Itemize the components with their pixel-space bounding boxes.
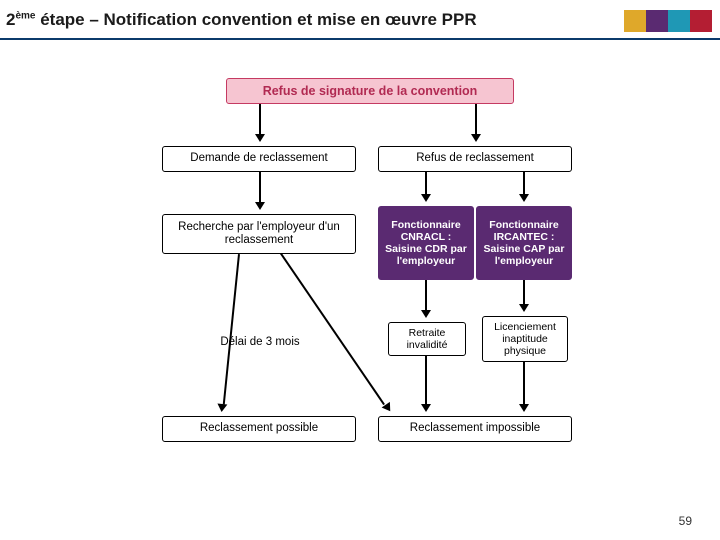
title-super: ème <box>15 10 35 21</box>
arrow <box>523 362 525 406</box>
node-refus_recl: Refus de reclassement <box>378 146 572 172</box>
arrow <box>259 104 261 136</box>
page-number: 59 <box>679 514 692 528</box>
arrow-head <box>471 134 481 142</box>
node-recl_poss: Reclassement possible <box>162 416 356 442</box>
arrow-head <box>255 202 265 210</box>
node-refus_sign: Refus de signature de la convention <box>226 78 514 104</box>
arrow-head <box>421 194 431 202</box>
arrow-head <box>421 404 431 412</box>
title-underline <box>0 38 720 40</box>
arrow <box>425 356 427 406</box>
accent-square-3 <box>690 10 712 32</box>
arrow-head <box>255 134 265 142</box>
arrow <box>425 280 427 312</box>
node-licenc: Licenciement inaptitude physique <box>482 316 568 362</box>
node-retraite: Retraite invalidité <box>388 322 466 356</box>
node-ircantec: Fonctionnaire IRCANTEC : Saisine CAP par… <box>476 206 572 280</box>
arrow <box>259 172 261 204</box>
node-dem_recl: Demande de reclassement <box>162 146 356 172</box>
accent-square-2 <box>668 10 690 32</box>
arrow <box>425 172 427 196</box>
arrow-diag <box>223 254 240 404</box>
node-rech_emp: Recherche par l'employeur d'un reclassem… <box>162 214 356 254</box>
node-delai: Délai de 3 mois <box>208 334 312 352</box>
flowchart: Refus de signature de la convention Deman… <box>148 78 588 482</box>
arrow-head <box>519 304 529 312</box>
arrow-head <box>519 194 529 202</box>
accent-squares <box>624 10 712 32</box>
arrow-diag <box>280 253 385 406</box>
node-cnracl: Fonctionnaire CNRACL : Saisine CDR par l… <box>378 206 474 280</box>
arrow <box>523 280 525 306</box>
title-rest: étape – Notification convention et mise … <box>35 10 476 29</box>
accent-square-1 <box>646 10 668 32</box>
arrow-head <box>217 404 228 413</box>
arrow-head <box>421 310 431 318</box>
arrow-head <box>519 404 529 412</box>
arrow <box>523 172 525 196</box>
accent-square-0 <box>624 10 646 32</box>
arrow <box>475 104 477 136</box>
node-recl_imposs: Reclassement impossible <box>378 416 572 442</box>
slide-title: 2ème étape – Notification convention et … <box>6 10 477 30</box>
